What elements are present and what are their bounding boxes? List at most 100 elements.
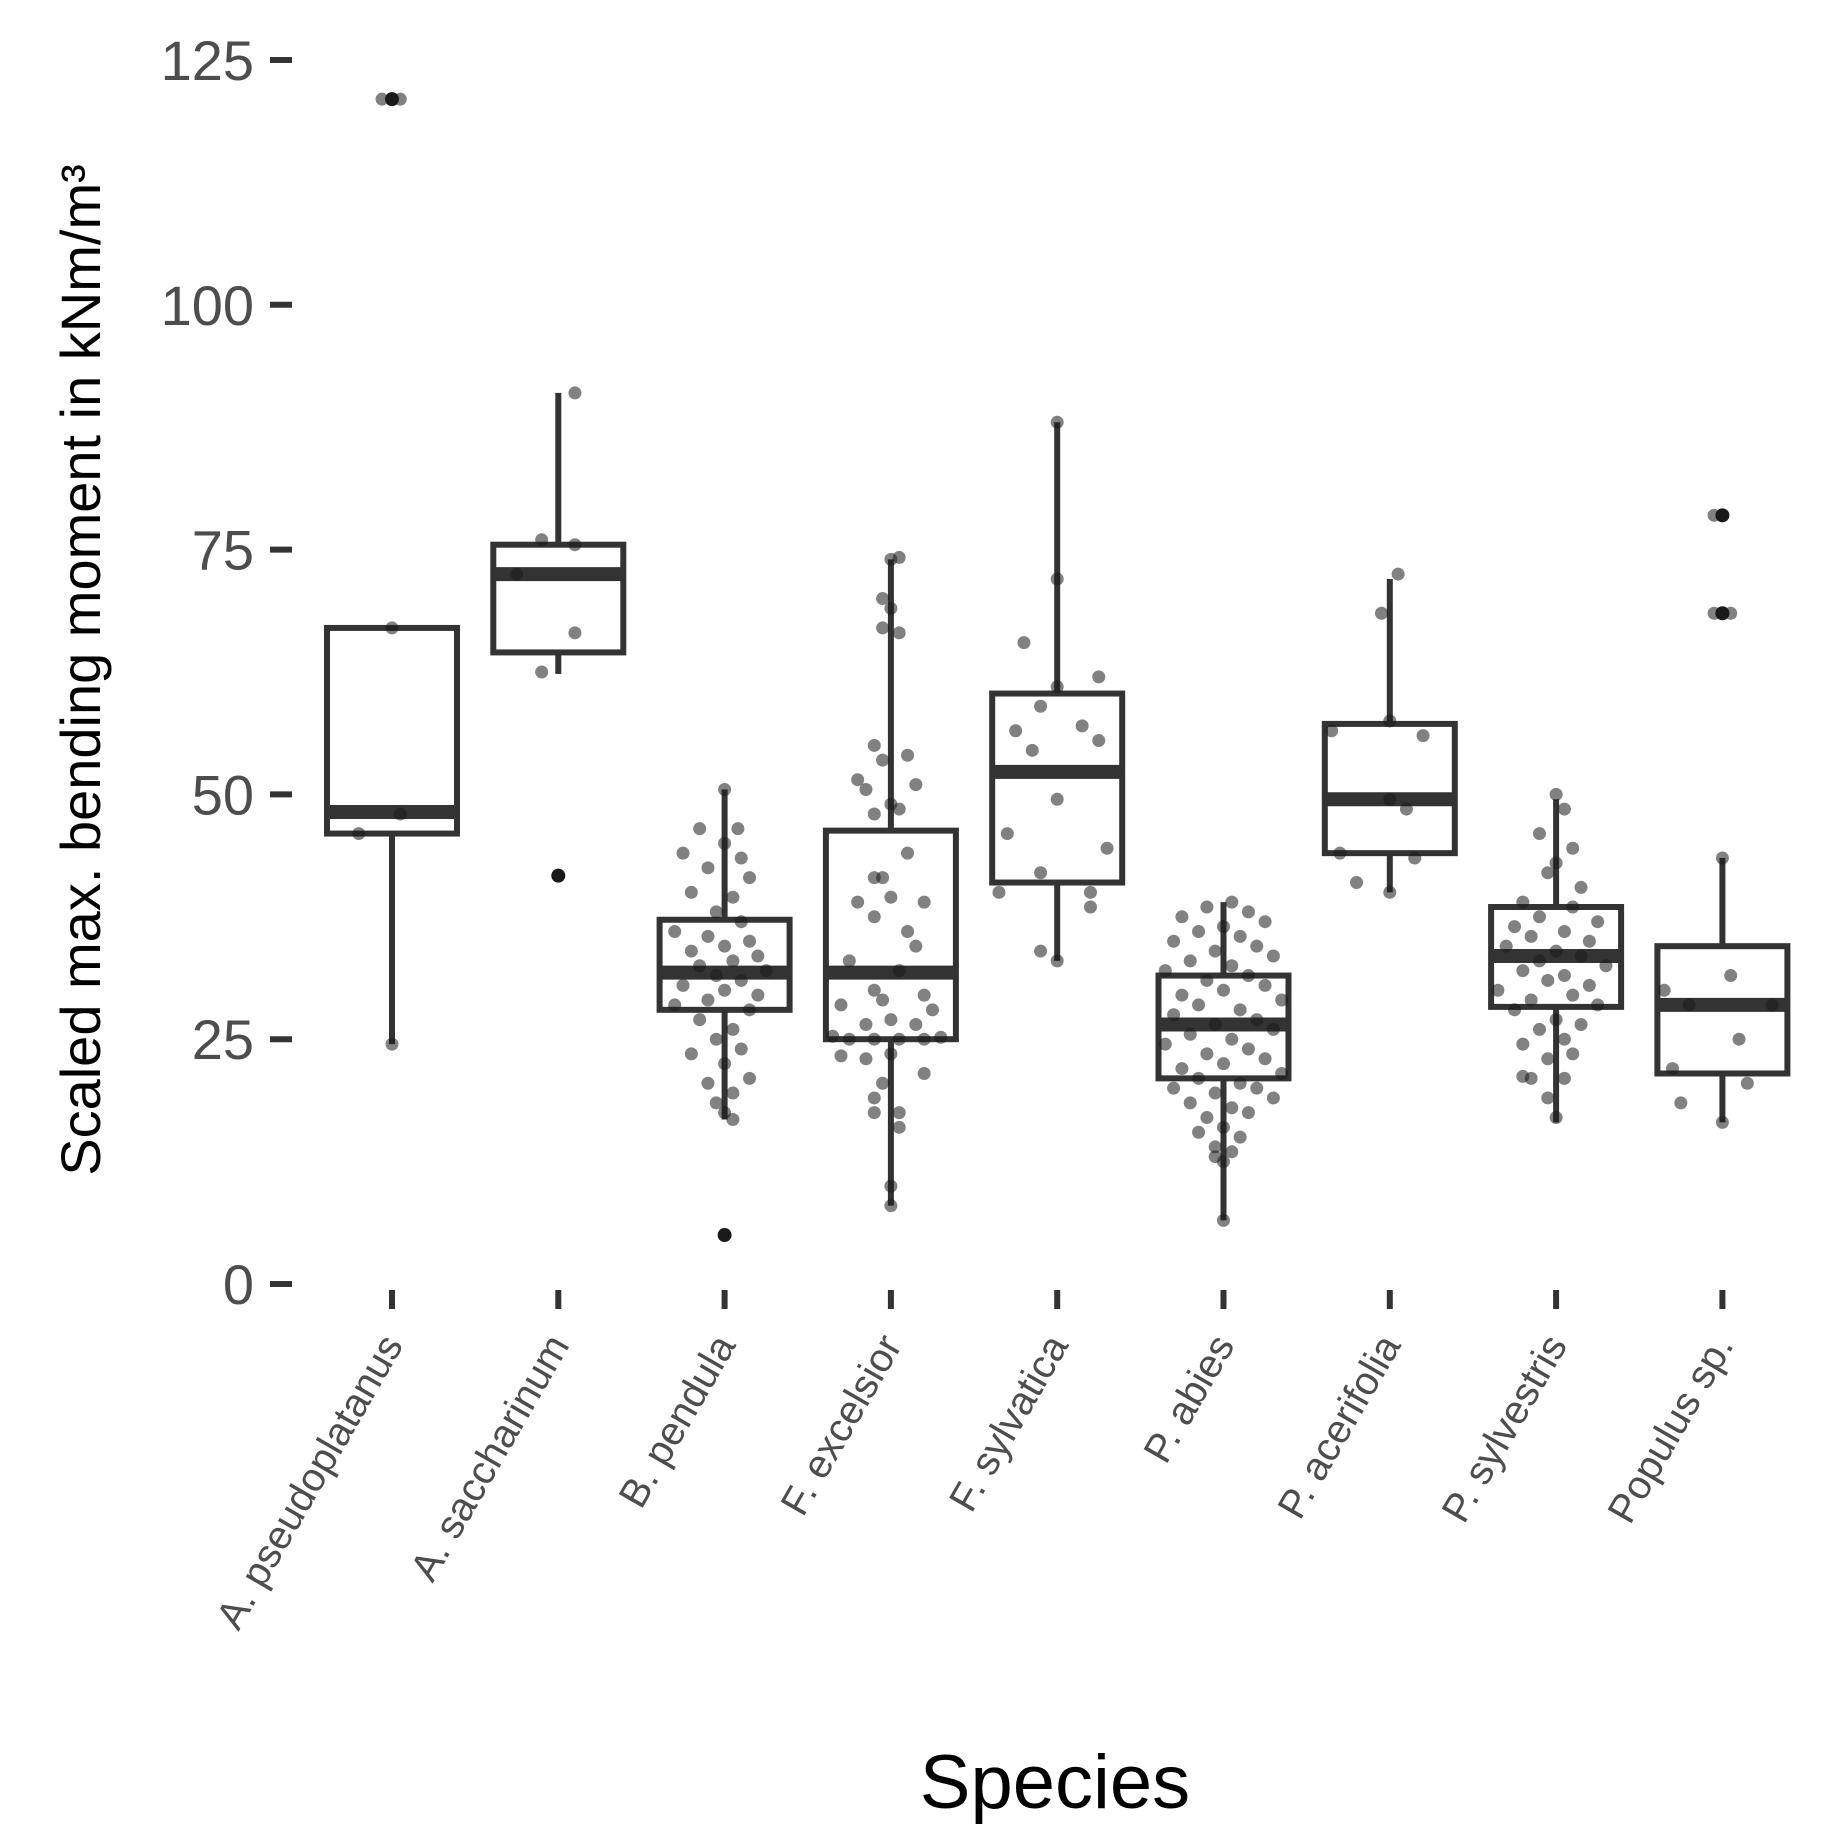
data-point [734, 915, 748, 929]
data-point [1557, 969, 1571, 983]
data-point [859, 1018, 873, 1032]
data-point [1050, 680, 1064, 694]
data-point [1034, 866, 1048, 880]
data-point [1083, 885, 1097, 899]
x-tick-label: F. excelsior [773, 1328, 911, 1523]
box-group [324, 92, 460, 1045]
y-tick-label: 100 [161, 274, 254, 337]
data-point [1516, 895, 1530, 909]
data-point [1217, 1057, 1230, 1071]
data-point [668, 924, 682, 938]
data-point [1399, 802, 1413, 816]
data-point [1275, 1066, 1289, 1080]
data-point [1167, 1008, 1181, 1022]
data-point [1017, 636, 1031, 650]
data-point [1566, 900, 1580, 914]
data-point [1266, 1091, 1280, 1105]
data-point [917, 1032, 931, 1046]
data-point [1050, 792, 1064, 806]
data-point [1183, 954, 1197, 968]
data-point [1566, 988, 1580, 1002]
data-point [1541, 1091, 1555, 1105]
data-point [1158, 964, 1172, 978]
data-point [884, 1047, 898, 1061]
data-point [892, 550, 906, 564]
data-point [1225, 895, 1239, 909]
data-point [834, 1049, 848, 1063]
data-point [1183, 1027, 1197, 1041]
data-point [1383, 885, 1397, 899]
data-point [1034, 944, 1048, 958]
data-point [876, 592, 890, 606]
data-point [1541, 866, 1555, 880]
data-point [1217, 1120, 1230, 1134]
data-point [1582, 978, 1596, 992]
data-point [876, 753, 890, 767]
x-tick-label: P. abies [1136, 1328, 1244, 1471]
data-point [1208, 944, 1222, 958]
data-point [1266, 949, 1280, 963]
data-point [743, 871, 757, 885]
data-point [684, 1047, 698, 1061]
data-point [1557, 802, 1571, 816]
data-point [867, 983, 881, 997]
data-point [709, 905, 723, 919]
data-point [1200, 973, 1214, 987]
data-point [842, 954, 856, 968]
data-point [1275, 993, 1289, 1007]
data-point [701, 861, 715, 875]
data-point [393, 807, 407, 821]
data-point [1250, 1081, 1264, 1095]
data-point [734, 973, 748, 987]
data-point [1225, 1032, 1239, 1046]
data-point [1532, 1022, 1546, 1036]
data-point [1225, 959, 1239, 973]
data-point [568, 626, 582, 640]
y-tick-label: 75 [192, 519, 254, 582]
data-point [1508, 920, 1522, 934]
box-group [490, 392, 627, 883]
data-point [876, 621, 890, 635]
data-point [726, 1112, 740, 1126]
data-point [1217, 983, 1230, 997]
data-point [1707, 606, 1721, 620]
data-point [1374, 606, 1388, 620]
data-point [1233, 1130, 1247, 1144]
data-point [684, 944, 698, 958]
data-point [734, 1042, 748, 1056]
data-point [1175, 910, 1189, 924]
data-point [1167, 1081, 1181, 1095]
data-point [867, 738, 881, 752]
x-tick-label: A. pseudoplatanus [208, 1328, 412, 1637]
data-point [1383, 714, 1397, 728]
data-point [1208, 1140, 1222, 1154]
data-point [1532, 910, 1546, 924]
data-point [751, 949, 765, 963]
data-point [1732, 1032, 1746, 1046]
data-point [1241, 1042, 1255, 1056]
data-point [1549, 787, 1563, 801]
data-point [1408, 851, 1422, 865]
data-point [1192, 924, 1206, 938]
y-tick-label: 25 [192, 1008, 254, 1071]
data-point [1724, 969, 1738, 983]
data-point [1557, 924, 1571, 938]
data-point [1092, 734, 1106, 748]
points-layer [352, 92, 1779, 1227]
data-point [1158, 1037, 1172, 1051]
data-point [884, 601, 898, 615]
data-point [1167, 934, 1181, 948]
data-point [743, 1003, 757, 1017]
x-tick-label: Populus sp. [1600, 1328, 1743, 1531]
data-point [1075, 719, 1089, 733]
data-point [1566, 1047, 1580, 1061]
data-point [884, 1013, 898, 1027]
data-point [867, 910, 881, 924]
data-point [1532, 954, 1546, 968]
data-point [731, 822, 745, 836]
data-point [1549, 1013, 1563, 1027]
data-point [1508, 1003, 1522, 1017]
data-point [1574, 1018, 1588, 1032]
data-point [1250, 939, 1264, 953]
data-point [1557, 1071, 1571, 1085]
